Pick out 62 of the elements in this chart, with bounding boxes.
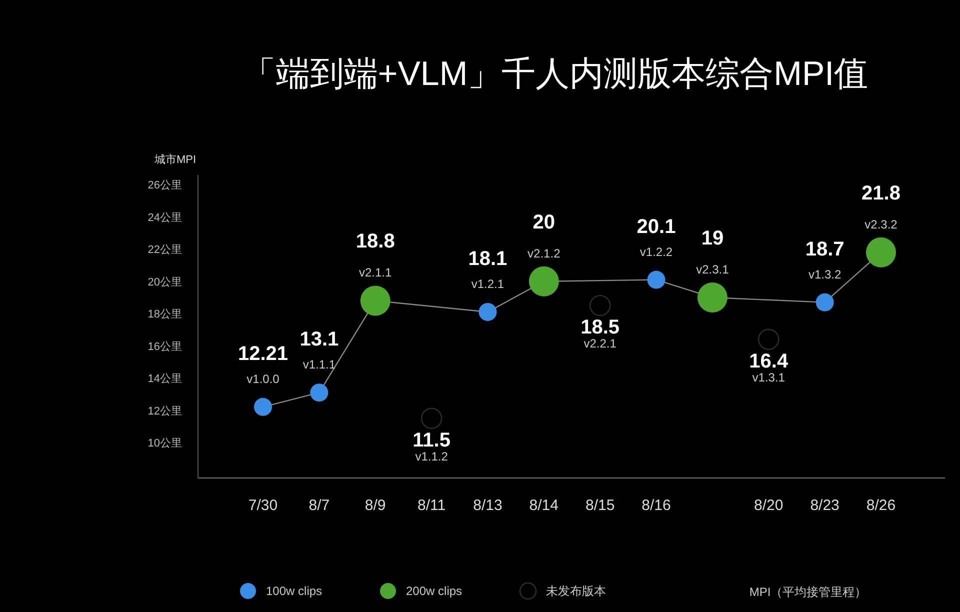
point: [528, 266, 559, 296]
x-tick-label: 8/26: [866, 497, 896, 514]
text: MPI（平均接管里程）: [749, 585, 867, 599]
point: [866, 237, 896, 268]
y-axis-title: 城市MPI: [153, 153, 196, 166]
annotation: v1.1.2: [415, 449, 448, 464]
x-tick-label: 8/23: [810, 497, 840, 514]
annotation: v1.2.1: [471, 276, 504, 291]
point: [310, 384, 328, 402]
annotation: v2.3.2: [864, 217, 898, 232]
point: [758, 328, 780, 350]
point: [360, 286, 390, 316]
annotation: v1.3.2: [808, 267, 842, 282]
data-label: 12.21: [238, 342, 288, 365]
data-label: 18.8: [356, 230, 395, 253]
data-label: 20: [532, 211, 556, 234]
x-tick-label: 8/16: [642, 497, 671, 514]
data-label: 20.1: [636, 216, 676, 238]
point: [816, 293, 834, 312]
data-label: 18.1: [468, 248, 508, 270]
y-tick-label: 16公里: [148, 340, 182, 353]
annotation: v2.3.1: [696, 262, 730, 276]
point: [589, 294, 611, 316]
annotation: v1.1.1: [302, 358, 336, 372]
legend-label: 100w clips: [266, 584, 322, 598]
x-tick-label: 7/30: [248, 497, 278, 514]
data-label: 21.8: [862, 182, 900, 204]
annotation: v1.3.1: [752, 370, 786, 384]
x-tick-label: 8/7: [308, 497, 330, 514]
annotation: v1.0.0: [246, 372, 280, 386]
point: [647, 270, 666, 289]
x-tick-label: 8/13: [473, 497, 502, 514]
annotation: v2.2.1: [584, 336, 617, 351]
data-label: 13.1: [300, 328, 339, 351]
x-tick-label: 8/20: [754, 497, 784, 514]
y-tick-label: 24公里: [148, 212, 182, 224]
data-label: 19: [701, 227, 724, 250]
y-tick-label: 26公里: [148, 180, 182, 192]
annotation: v2.1.1: [359, 266, 392, 280]
x-tick-label: 8/15: [585, 497, 615, 514]
point: [697, 282, 728, 312]
data-label: 11.5: [412, 429, 450, 452]
annotation: v2.1.2: [528, 246, 561, 260]
data-label: 18.5: [580, 316, 620, 339]
y-tick-label: 10公里: [148, 438, 182, 450]
point: [478, 302, 497, 321]
y-tick-label: 14公里: [148, 373, 182, 386]
x-tick-label: 8/9: [364, 497, 386, 514]
annotation: v1.2.2: [640, 244, 673, 259]
point: [254, 398, 272, 416]
x-tick-label: 8/11: [418, 497, 446, 514]
y-tick-label: 12公里: [148, 405, 182, 418]
data-label: 18.7: [805, 238, 844, 260]
x-tick-label: 8/14: [529, 497, 559, 514]
legend-label: 200w clips: [406, 584, 462, 598]
point: [420, 408, 442, 429]
y-tick-label: 18公里: [148, 308, 182, 321]
y-tick-label: 20公里: [148, 276, 182, 288]
chart-title: 「端到端+VLM」千人内测版本综合MPI值: [242, 55, 868, 93]
legend-label: 未发布版本: [546, 584, 606, 598]
y-tick-label: 22公里: [148, 244, 182, 256]
data-label: 16.4: [749, 350, 789, 372]
